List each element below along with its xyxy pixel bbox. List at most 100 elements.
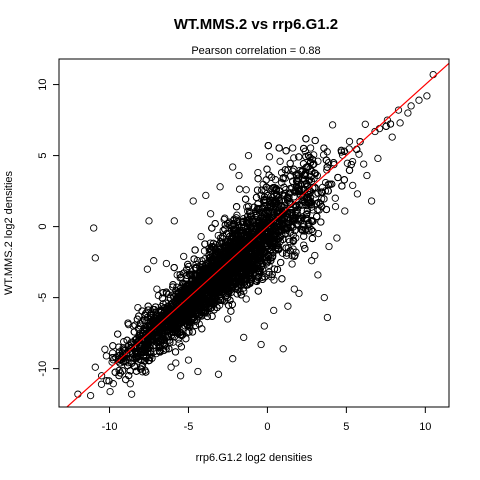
scatter-point bbox=[284, 195, 292, 203]
scatter-point bbox=[198, 257, 206, 265]
scatter-point bbox=[264, 191, 272, 200]
scatter-point bbox=[284, 166, 292, 174]
scatter-point bbox=[302, 179, 311, 188]
scatter-point bbox=[189, 314, 197, 323]
scatter-point bbox=[244, 212, 252, 220]
scatter-point bbox=[182, 289, 191, 297]
scatter-point bbox=[238, 218, 247, 227]
scatter-point bbox=[306, 144, 315, 152]
scatter-point bbox=[232, 267, 240, 276]
scatter-point bbox=[225, 288, 233, 297]
scatter-point bbox=[156, 338, 165, 347]
scatter-point bbox=[303, 206, 312, 215]
scatter-point bbox=[292, 201, 300, 210]
scatter-point bbox=[105, 377, 113, 385]
scatter-point bbox=[314, 189, 322, 197]
scatter-point bbox=[290, 165, 298, 173]
scatter-point bbox=[267, 256, 275, 265]
scatter-point bbox=[233, 278, 241, 287]
scatter-point bbox=[295, 153, 303, 161]
scatter-point bbox=[232, 203, 241, 211]
scatter-point bbox=[272, 190, 281, 198]
scatter-point bbox=[322, 156, 331, 164]
scatter-point bbox=[288, 260, 296, 268]
scatter-point bbox=[286, 247, 294, 255]
scatter-point bbox=[271, 176, 280, 184]
scatter-point bbox=[229, 231, 237, 240]
scatter-point bbox=[242, 186, 250, 194]
scatter-point bbox=[191, 292, 199, 301]
scatter-point bbox=[242, 281, 251, 289]
scatter-point bbox=[244, 202, 253, 211]
scatter-point bbox=[311, 136, 319, 145]
scatter-points bbox=[74, 70, 437, 400]
scatter-point bbox=[165, 345, 173, 353]
scatter-point bbox=[301, 244, 309, 253]
scatter-point bbox=[258, 275, 267, 283]
scatter-point bbox=[241, 195, 250, 203]
scatter-point bbox=[193, 256, 202, 265]
scatter-point bbox=[258, 221, 266, 230]
scatter-point bbox=[279, 235, 287, 244]
scatter-point bbox=[242, 295, 250, 303]
scatter-point bbox=[159, 339, 168, 347]
scatter-point bbox=[254, 200, 262, 208]
scatter-point bbox=[265, 171, 273, 179]
scatter-point bbox=[263, 259, 271, 267]
scatter-point bbox=[268, 185, 276, 193]
scatter-point bbox=[256, 230, 265, 238]
scatter-point bbox=[188, 328, 197, 336]
scatter-point bbox=[278, 275, 286, 283]
scatter-point bbox=[198, 325, 206, 333]
scatter-point bbox=[268, 253, 277, 261]
scatter-point bbox=[302, 210, 310, 219]
scatter-point bbox=[287, 223, 295, 231]
scatter-point bbox=[224, 315, 232, 323]
scatter-point bbox=[171, 348, 180, 356]
scatter-point bbox=[146, 353, 154, 362]
scatter-point bbox=[318, 183, 327, 192]
scatter-point bbox=[227, 307, 235, 315]
scatter-point bbox=[304, 195, 313, 204]
scatter-point bbox=[121, 357, 130, 366]
scatter-point bbox=[331, 202, 340, 211]
scatter-point bbox=[265, 153, 274, 161]
scatter-point bbox=[278, 179, 286, 187]
scatter-point bbox=[301, 176, 309, 184]
scatter-point bbox=[190, 255, 198, 263]
scatter-point bbox=[131, 336, 139, 344]
scatter-point bbox=[291, 251, 299, 259]
scatter-point bbox=[133, 349, 142, 357]
scatter-point bbox=[295, 201, 304, 209]
scatter-point bbox=[177, 343, 186, 351]
scatter-point bbox=[255, 208, 264, 217]
scatter-point bbox=[345, 145, 353, 153]
scatter-point bbox=[221, 225, 229, 233]
scatter-point bbox=[169, 281, 177, 289]
scatter-point bbox=[290, 193, 298, 201]
scatter-point bbox=[146, 320, 154, 328]
scatter-point bbox=[221, 297, 229, 305]
scatter-point bbox=[289, 177, 297, 185]
scatter-point bbox=[286, 159, 294, 168]
scatter-point bbox=[278, 249, 287, 257]
scatter-point bbox=[228, 300, 236, 309]
scatter-point bbox=[115, 366, 123, 375]
scatter-point bbox=[97, 380, 106, 388]
scatter-point bbox=[305, 186, 314, 195]
scatter-point bbox=[101, 345, 109, 353]
scatter-point bbox=[162, 345, 170, 353]
scatter-point bbox=[275, 227, 284, 236]
scatter-point bbox=[275, 144, 283, 152]
scatter-point bbox=[270, 265, 279, 273]
scatter-point bbox=[278, 191, 286, 199]
scatter-point bbox=[109, 342, 117, 350]
scatter-point bbox=[337, 146, 345, 155]
scatter-point bbox=[226, 221, 234, 229]
scatter-point bbox=[159, 289, 167, 297]
scatter-point bbox=[306, 153, 314, 162]
scatter-point bbox=[258, 246, 266, 254]
scatter-point bbox=[282, 251, 291, 260]
scatter-point bbox=[304, 162, 312, 171]
scatter-point bbox=[282, 224, 290, 233]
